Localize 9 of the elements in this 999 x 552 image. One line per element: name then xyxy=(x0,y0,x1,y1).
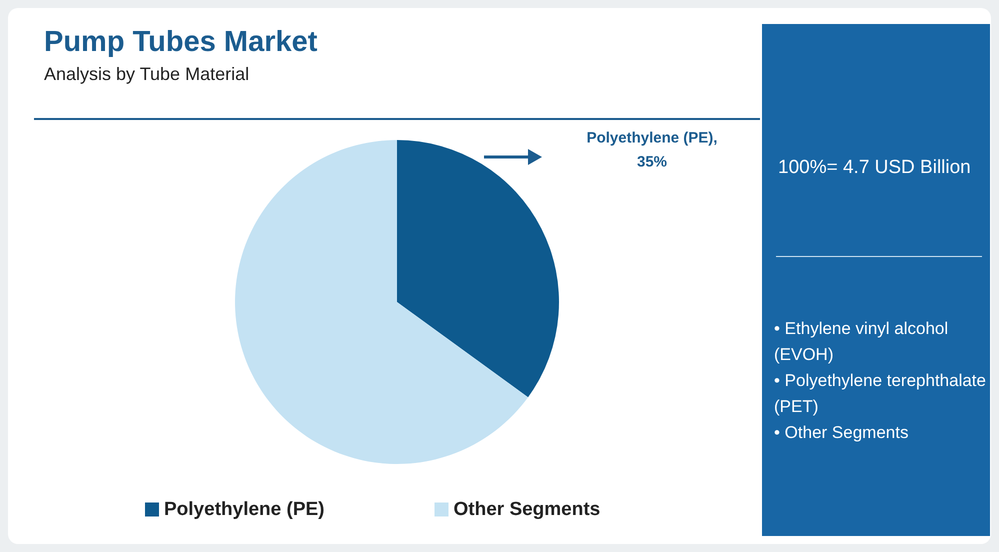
text: • Other Segments xyxy=(774,422,910,444)
text: • Polyethylene terephthalate (PET) xyxy=(774,370,986,418)
text: • Ethylene vinyl alcohol (EVOH) xyxy=(774,318,950,366)
chart-subtitle: Analysis by Tube Material xyxy=(44,64,250,85)
data-label: Polyethylene (PE), 35% xyxy=(586,130,718,170)
legend-label: Other Segments xyxy=(453,499,600,520)
chart-title: Pump Tubes Market xyxy=(44,26,318,59)
legend-label: Polyethylene (PE) xyxy=(164,499,324,520)
text: 100%= 4.7 USD Billion xyxy=(778,157,971,179)
